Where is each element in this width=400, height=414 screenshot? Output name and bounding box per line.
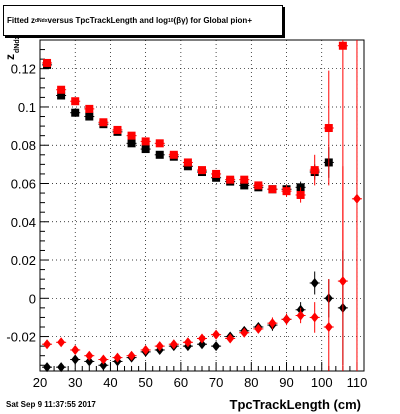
y-tick-label: 0.06 bbox=[11, 176, 36, 191]
y-axis-label-sub: dNdx bbox=[14, 35, 21, 54]
y-tick-label: 0.12 bbox=[11, 62, 36, 77]
data-point-diamond bbox=[155, 341, 164, 352]
title-subscript-10: 10 bbox=[167, 17, 174, 24]
y-tick-label: 0.08 bbox=[11, 138, 36, 153]
x-tick-label: 90 bbox=[279, 375, 293, 390]
data-point-square bbox=[99, 118, 108, 127]
data-point-square bbox=[141, 145, 150, 154]
title-subscript-dndx: dNdx bbox=[35, 17, 48, 24]
data-point-square bbox=[169, 150, 178, 159]
data-point-square bbox=[127, 139, 136, 148]
data-point-diamond bbox=[57, 337, 66, 348]
data-point-square bbox=[183, 158, 192, 167]
data-point-square bbox=[155, 139, 164, 148]
data-point-diamond bbox=[127, 350, 136, 361]
data-point-diamond bbox=[268, 318, 277, 329]
data-point-square bbox=[43, 58, 52, 67]
y-tick-label: 0.1 bbox=[18, 100, 36, 115]
data-point-diamond bbox=[240, 327, 249, 338]
y-axis-label-main: z bbox=[3, 54, 17, 60]
data-point-square bbox=[310, 166, 319, 175]
data-point-square bbox=[57, 85, 66, 94]
x-tick-label: 20 bbox=[33, 375, 47, 390]
data-point-square bbox=[198, 166, 206, 175]
data-point-diamond bbox=[254, 323, 263, 334]
data-point-diamond bbox=[352, 193, 361, 204]
data-point-diamond bbox=[310, 277, 319, 288]
x-tick-label: 70 bbox=[209, 375, 223, 390]
plot-area bbox=[40, 40, 364, 371]
title-part-3: (βγ) for Global pion+ bbox=[173, 16, 252, 25]
data-point-diamond bbox=[183, 337, 192, 348]
data-point-diamond bbox=[338, 276, 347, 287]
x-axis-label: TpcTrackLength (cm) bbox=[229, 397, 361, 412]
x-tick-label: 100 bbox=[311, 375, 333, 390]
x-tick-label: 60 bbox=[174, 375, 188, 390]
data-point-diamond bbox=[43, 339, 52, 350]
x-tick-label: 40 bbox=[103, 375, 117, 390]
data-point-diamond bbox=[85, 350, 94, 361]
data-point-square bbox=[212, 169, 221, 178]
data-point-diamond bbox=[141, 344, 150, 355]
chart-title: Fitted z dNdx versus TpcTrackLength and l… bbox=[3, 5, 283, 36]
data-point-diamond bbox=[71, 344, 80, 355]
data-point-diamond bbox=[282, 314, 291, 325]
x-tick-label: 110 bbox=[347, 375, 368, 390]
title-part-2: versus TpcTrackLength and log bbox=[47, 16, 168, 25]
title-part-1: Fitted z bbox=[7, 16, 35, 25]
data-point-diamond bbox=[198, 339, 206, 350]
data-point-square bbox=[282, 187, 291, 196]
data-point-square bbox=[254, 181, 263, 190]
data-point-square bbox=[71, 97, 80, 106]
data-point-diamond bbox=[296, 310, 305, 321]
data-point-square bbox=[296, 190, 305, 199]
y-tick-label: 0.04 bbox=[11, 215, 36, 230]
y-axis-label: z dNdx bbox=[1, 36, 25, 70]
data-point-diamond bbox=[226, 333, 235, 344]
data-point-diamond bbox=[85, 356, 94, 367]
data-point-square bbox=[268, 185, 277, 194]
data-point-diamond bbox=[198, 333, 206, 344]
data-point-diamond bbox=[43, 362, 52, 373]
data-point-diamond bbox=[113, 352, 122, 363]
data-point-square bbox=[240, 181, 249, 190]
x-tick-label: 80 bbox=[244, 375, 258, 390]
data-point-square bbox=[338, 41, 347, 50]
data-point-square bbox=[127, 131, 136, 140]
data-point-square bbox=[226, 175, 235, 184]
data-point-diamond bbox=[212, 329, 221, 340]
data-point-square bbox=[240, 175, 249, 184]
data-point-square bbox=[324, 124, 333, 133]
y-tick-label: 0 bbox=[29, 291, 36, 306]
data-point-diamond bbox=[71, 354, 80, 365]
y-tick-label: -0.02 bbox=[6, 330, 36, 345]
data-point-square bbox=[141, 137, 150, 146]
data-point-square bbox=[85, 112, 94, 121]
x-tick-label: 30 bbox=[68, 375, 82, 390]
data-point-diamond bbox=[324, 321, 333, 332]
data-point-diamond bbox=[212, 341, 221, 352]
data-point-diamond bbox=[310, 312, 319, 323]
data-point-diamond bbox=[99, 354, 108, 365]
x-tick-label: 50 bbox=[138, 375, 152, 390]
data-point-diamond bbox=[169, 339, 178, 350]
timestamp: Sat Sep 9 11:37:55 2017 bbox=[6, 400, 96, 409]
data-point-square bbox=[57, 91, 66, 100]
y-tick-label: 0.02 bbox=[11, 253, 36, 268]
data-point-square bbox=[85, 104, 94, 113]
data-point-diamond bbox=[57, 362, 66, 373]
data-point-square bbox=[71, 108, 80, 117]
data-point-square bbox=[113, 125, 122, 134]
data-point-diamond bbox=[99, 360, 108, 371]
data-point-square bbox=[155, 150, 164, 159]
